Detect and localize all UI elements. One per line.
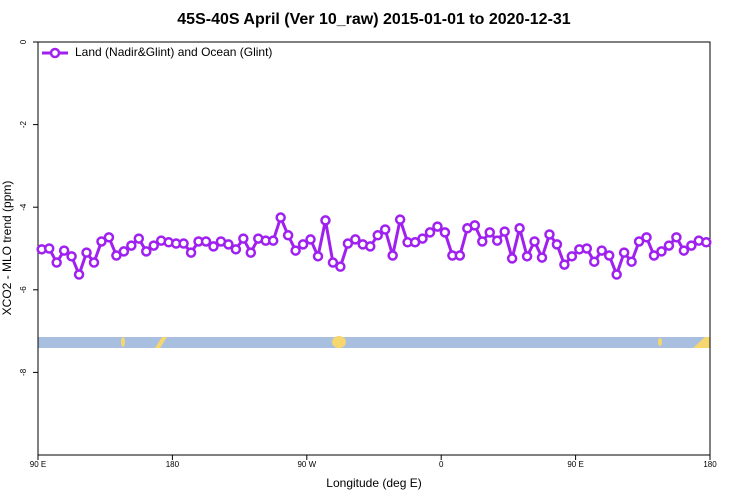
point [350,234,361,245]
point [282,230,294,241]
point [506,253,518,264]
point [372,230,383,241]
land-ocean-strip [38,336,710,348]
point [581,243,593,254]
point [387,250,398,261]
point [208,241,219,252]
point [103,232,115,243]
x-tick-label: 90 E [30,460,46,469]
x-tick-label: 90 W [297,460,316,469]
x-tick-label: 180 [166,460,180,469]
y-tick-label: -2 [19,120,28,128]
point [290,245,301,256]
point [499,226,510,237]
point [297,239,309,250]
point [394,214,406,225]
point [432,221,443,232]
point [454,250,466,261]
point [185,247,197,258]
point [88,257,100,268]
x-tick-label: 0 [439,460,444,469]
point [521,251,533,262]
point [701,237,712,248]
point [200,236,212,247]
point [678,245,690,256]
point [686,240,697,251]
point [342,238,354,249]
point [618,247,630,258]
point [484,227,495,238]
point [81,247,92,258]
point [596,245,607,256]
point [245,247,257,258]
point [267,235,279,246]
point [275,212,286,223]
point [589,256,600,267]
legend-label: Land (Nadir&Glint) and Ocean (Glint) [75,45,272,59]
point [58,245,70,256]
point [327,257,339,268]
point [133,233,145,244]
x-axis-label: Longitude (deg E) [326,476,421,490]
point [603,250,615,261]
y-tick-label: -4 [19,203,28,211]
point [73,269,85,280]
point [148,240,159,251]
point [417,233,428,244]
point [141,246,152,257]
point [648,250,660,261]
point [312,251,324,262]
point [51,257,62,268]
point [559,259,570,270]
point [96,236,107,247]
point [238,233,249,244]
point [529,236,540,247]
point [365,241,376,252]
point [641,232,652,243]
x-tick-label: 90 E [567,460,583,469]
y-tick-label: -6 [19,286,28,294]
point [469,220,481,231]
point [439,227,451,238]
point [514,223,525,234]
point [551,239,563,250]
point [536,252,548,263]
point [230,244,242,255]
x-tick-label: 180 [703,460,717,469]
point [305,234,316,245]
y-axis-label: XCO2 - MLO trend (ppm) [0,181,14,316]
point [379,224,391,235]
point [66,251,77,262]
point [633,236,645,247]
point [320,215,331,226]
point [626,256,637,267]
point [111,250,122,261]
point [178,238,189,249]
point [335,261,346,272]
chart-title: 45S-40S April (Ver 10_raw) 2015-01-01 to… [177,11,571,28]
point [611,269,622,280]
point [663,240,675,251]
point [43,243,55,254]
y-tick-label: 0 [19,39,28,44]
point [671,232,682,243]
point [223,239,234,250]
point [566,251,578,262]
point [477,236,488,247]
y-tick-label: -8 [19,368,28,376]
point [126,240,137,251]
point [491,235,503,246]
point [424,227,436,238]
legend-marker [49,47,61,59]
point [656,246,667,257]
point [118,246,130,257]
point [544,229,555,240]
